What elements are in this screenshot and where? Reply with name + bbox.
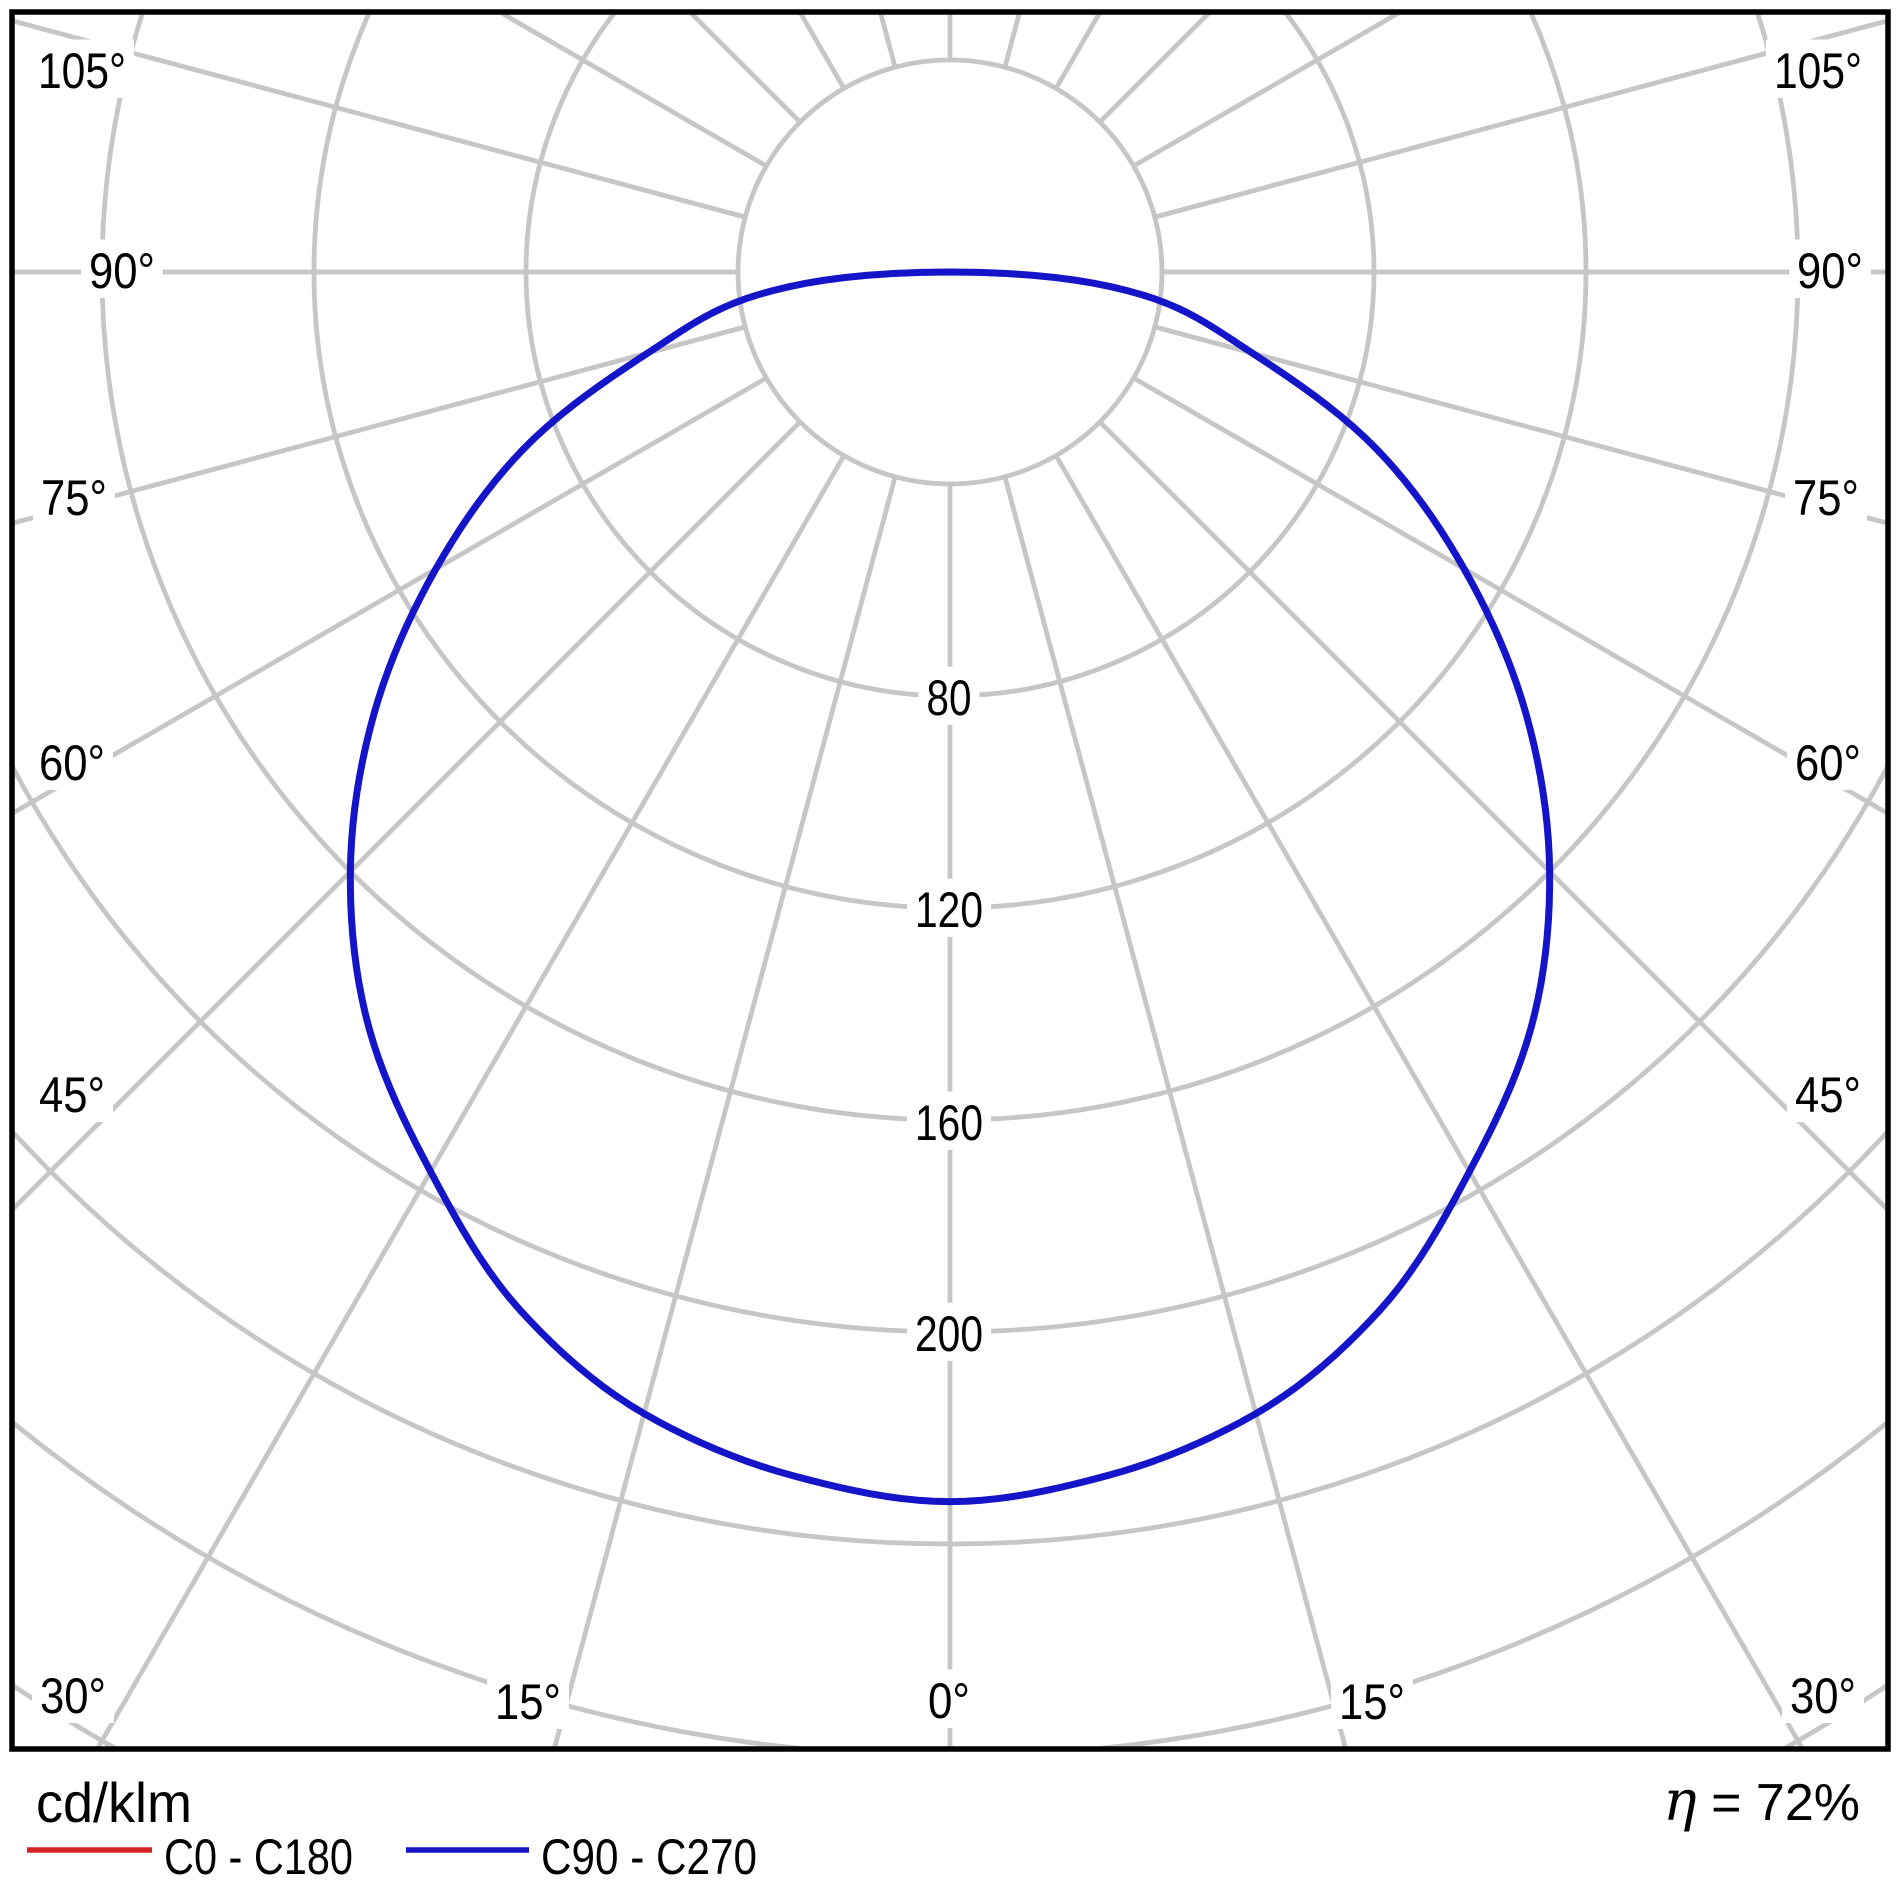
grid-ray-105 (1154, 18, 1886, 220)
units-caption: cd/klm (36, 1771, 192, 1834)
radial-value-label-80-halo (918, 666, 980, 725)
grid-labels: 80 120 160 200 105° 90° 75° 60° 45° 30° 15° 0° 15° 30… (30, 39, 1871, 1730)
gamma-angle-label-8: 15° (1339, 1674, 1405, 1730)
gamma-angle-label-11-halo (1787, 731, 1869, 790)
gamma-angle-label-14-halo (1766, 39, 1870, 98)
radial-value-label-200-halo (907, 1302, 991, 1361)
gamma-angle-label-12: 75° (1793, 470, 1859, 526)
legend: C0 - C180 C90 - C270 (27, 1829, 757, 1885)
gamma-angle-label-8-halo (1331, 1670, 1413, 1729)
gamma-angle-label-12-halo (1785, 466, 1867, 525)
gamma-angle-label-7-halo (920, 1669, 978, 1728)
gamma-angle-label-4: 45° (39, 1067, 105, 1123)
gamma-angle-label-3: 60° (39, 735, 105, 791)
legend-label-0: C0 - C180 (164, 1829, 353, 1885)
grid-ray-60 (1132, 375, 1886, 815)
radial-value-label-200: 200 (915, 1306, 983, 1362)
efficiency-value: η = 72% (1663, 1769, 1860, 1834)
gamma-angle-label-13-halo (1789, 239, 1871, 298)
grid-ray-285 (14, 324, 746, 526)
gamma-angle-label-6-halo (487, 1670, 569, 1729)
gamma-angle-label-0: 105° (38, 43, 126, 99)
plot-border (9, 9, 1891, 1752)
gamma-angle-label-9-halo (1782, 1664, 1864, 1723)
grid-ray-15 (1002, 476, 1348, 1747)
gamma-angle-label-5: 30° (40, 1668, 106, 1724)
gamma-angle-label-0-halo (30, 39, 134, 98)
gamma-angle-label-2-halo (33, 466, 115, 525)
grid-ray-315 (14, 420, 802, 1211)
gamma-angle-label-1-halo (81, 239, 163, 298)
gamma-angle-label-4-halo (31, 1063, 113, 1122)
legend-label-1: C90 - C270 (541, 1829, 757, 1885)
grid-ray-30 (1053, 454, 1804, 1747)
grid-ray-75 (1154, 324, 1886, 526)
gamma-angle-label-2: 75° (41, 470, 107, 526)
gamma-angle-label-10: 45° (1795, 1067, 1861, 1123)
efficiency-rest: = 72% (1697, 1774, 1860, 1832)
radial-value-label-120: 120 (915, 882, 983, 938)
grid-ray-300 (14, 375, 768, 815)
gamma-angle-label-10-halo (1787, 1063, 1869, 1122)
gamma-angle-label-7: 0° (928, 1673, 970, 1729)
grid-ray-345 (552, 476, 898, 1747)
gamma-angle-label-5-halo (32, 1664, 114, 1723)
gamma-angle-label-9: 30° (1790, 1668, 1856, 1724)
radial-value-label-120-halo (907, 878, 991, 937)
radial-value-label-160-halo (907, 1091, 991, 1150)
gamma-angle-label-3-halo (31, 731, 113, 790)
grid-ray-255 (14, 18, 746, 220)
series-c90-c270-curve (346, 268, 1554, 1506)
gamma-angle-label-6: 15° (495, 1674, 561, 1730)
grid-ray-330 (96, 454, 847, 1747)
gamma-angle-label-11: 60° (1795, 735, 1861, 791)
gamma-angle-label-1: 90° (89, 243, 155, 299)
gamma-angle-label-14: 105° (1774, 43, 1862, 99)
efficiency-eta-symbol: η (1663, 1769, 1697, 1834)
gamma-angle-label-13: 90° (1797, 243, 1863, 299)
radial-value-label-160: 160 (915, 1095, 983, 1151)
radial-value-label-80: 80 (927, 670, 972, 726)
grid-ray-45 (1098, 420, 1886, 1211)
